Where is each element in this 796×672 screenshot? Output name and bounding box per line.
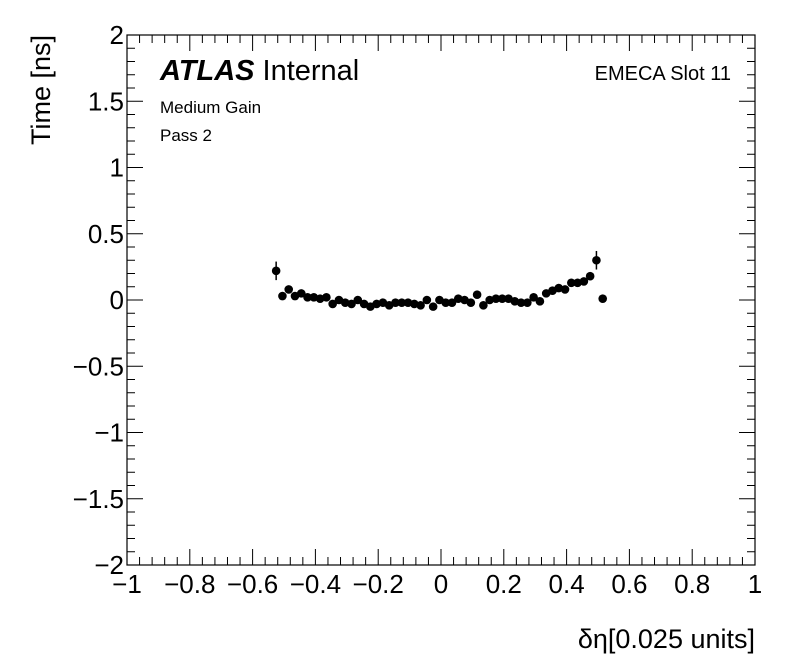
x-tick-label: −0.2 xyxy=(353,569,404,599)
x-tick-label: −0.4 xyxy=(290,569,341,599)
data-point xyxy=(416,301,425,310)
data-point xyxy=(585,271,595,281)
y-tick-label: 2 xyxy=(110,20,124,50)
data-point xyxy=(491,294,501,303)
y-tick-label: −1 xyxy=(94,418,124,448)
data-point xyxy=(278,291,287,301)
x-tick-label: 0.6 xyxy=(611,569,647,599)
annotation-gain: Medium Gain xyxy=(160,98,261,117)
y-tick-label: 1.5 xyxy=(88,86,124,116)
data-point xyxy=(328,299,337,309)
x-tick-label: −1 xyxy=(112,569,142,599)
y-tick-label: 0.5 xyxy=(88,219,124,249)
annotation-pass: Pass 2 xyxy=(160,126,212,145)
data-point xyxy=(497,294,507,303)
data-point xyxy=(347,299,356,309)
data-point xyxy=(422,295,432,305)
data-point xyxy=(391,298,400,307)
data-point xyxy=(441,298,451,307)
data-point xyxy=(560,285,570,294)
x-tick-label: 0.2 xyxy=(486,569,522,599)
data-points xyxy=(271,250,608,311)
data-point xyxy=(592,255,601,265)
data-point xyxy=(598,294,608,303)
axis-ticks xyxy=(126,34,756,566)
x-tick-label: −0.6 xyxy=(227,569,278,599)
y-tick-labels: −2 −1.5 −1 −0.5 0 0.5 1 1.5 2 xyxy=(73,20,124,580)
data-point xyxy=(472,290,482,300)
data-point xyxy=(322,293,331,302)
y-tick-label: 1 xyxy=(110,153,124,183)
data-point xyxy=(567,278,576,288)
y-tick-label: −0.5 xyxy=(73,351,124,381)
data-point xyxy=(479,301,488,310)
x-tick-label: 1 xyxy=(748,569,762,599)
data-point xyxy=(535,297,545,306)
data-point xyxy=(271,266,281,276)
y-tick-label: 0 xyxy=(110,285,124,315)
y-axis-label: Time [ns] xyxy=(26,35,56,145)
x-tick-label: 0.4 xyxy=(549,569,585,599)
data-point xyxy=(428,302,438,311)
data-point xyxy=(296,289,306,298)
data-point xyxy=(523,298,532,307)
data-point xyxy=(579,277,589,286)
y-tick-label: −2 xyxy=(94,550,124,580)
data-point xyxy=(303,293,312,302)
data-point xyxy=(516,298,526,307)
x-tick-label: −0.8 xyxy=(164,569,215,599)
x-tick-label: 0 xyxy=(434,569,448,599)
atlas-label: ATLAS Internal xyxy=(159,55,359,87)
y-tick-label: −1.5 xyxy=(73,484,124,514)
data-point xyxy=(353,295,363,305)
data-point xyxy=(447,298,457,307)
data-point xyxy=(466,298,476,307)
data-point xyxy=(397,298,407,307)
x-tick-label: 0.8 xyxy=(674,569,710,599)
data-point xyxy=(529,293,538,302)
x-axis-label: δη[0.025 units] xyxy=(578,624,755,654)
annotation-slot: EMECA Slot 11 xyxy=(595,63,731,85)
atlas-label-bold: ATLAS xyxy=(159,55,255,87)
data-point xyxy=(284,285,294,294)
x-tick-labels: −1 −0.8 −0.6 −0.4 −0.2 0 0.2 0.4 0.6 0.8 1 xyxy=(112,569,762,599)
atlas-label-suffix: Internal xyxy=(263,55,360,87)
